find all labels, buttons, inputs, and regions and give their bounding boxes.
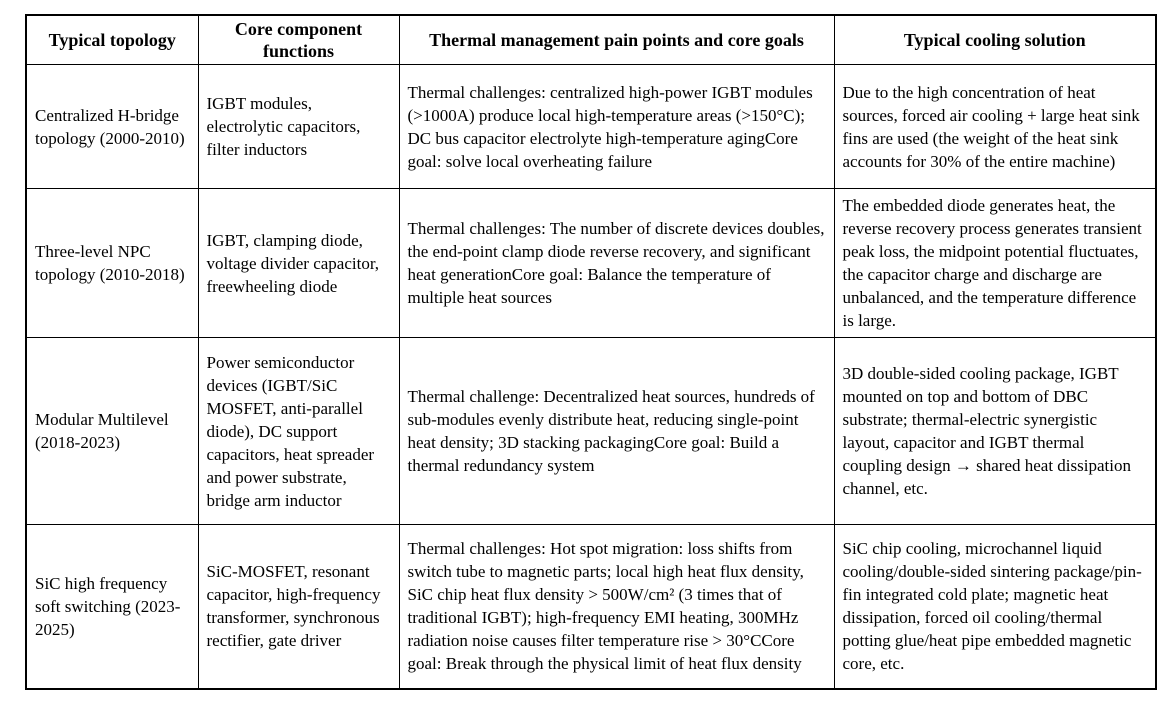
- topology-cooling-table-container: Typical topology Core component function…: [25, 14, 1157, 690]
- header-cell-thermal-pain-points: Thermal management pain points and core …: [398, 14, 835, 65]
- topology-cooling-table: Typical topology Core component function…: [25, 14, 1157, 690]
- cell-pain-points: Thermal challenges: The number of discre…: [398, 188, 835, 338]
- table-row-three-level-npc: Three-level NPC topology (2010-2018) IGB…: [25, 188, 1157, 338]
- header-cell-typical-cooling-solution: Typical cooling solution: [833, 14, 1157, 65]
- cell-pain-points: Thermal challenges: centralized high-pow…: [398, 64, 835, 189]
- cell-components: IGBT modules, electrolytic capacitors, f…: [197, 64, 400, 189]
- cell-topology: Three-level NPC topology (2010-2018): [25, 188, 199, 338]
- cell-pain-points: Thermal challenges: Hot spot migration: …: [398, 524, 835, 689]
- cell-topology: Centralized H-bridge topology (2000-2010…: [25, 64, 199, 189]
- header-cell-typical-topology: Typical topology: [25, 14, 199, 65]
- cell-cooling: Due to the high concentration of heat so…: [833, 64, 1157, 189]
- cell-components: SiC-MOSFET, resonant capacitor, high-fre…: [197, 524, 400, 689]
- cell-components: Power semiconductor devices (IGBT/SiC MO…: [197, 337, 400, 525]
- cell-cooling: 3D double-sided cooling package, IGBT mo…: [833, 337, 1157, 525]
- table-row-modular-multilevel: Modular Multilevel (2018-2023) Power sem…: [25, 337, 1157, 525]
- cell-topology: Modular Multilevel (2018-2023): [25, 337, 199, 525]
- table-row-sic-soft-switching: SiC high frequency soft switching (2023-…: [25, 524, 1157, 689]
- cell-cooling: The embedded diode generates heat, the r…: [833, 188, 1157, 338]
- header-row: Typical topology Core component function…: [25, 14, 1157, 65]
- cell-components: IGBT, clamping diode, voltage divider ca…: [197, 188, 400, 338]
- cell-topology: SiC high frequency soft switching (2023-…: [25, 524, 199, 689]
- table-row-centralized-h-bridge: Centralized H-bridge topology (2000-2010…: [25, 64, 1157, 189]
- cell-cooling: SiC chip cooling, microchannel liquid co…: [833, 524, 1157, 689]
- header-cell-core-component-functions: Core component functions: [197, 14, 400, 65]
- cell-pain-points: Thermal challenge: Decentralized heat so…: [398, 337, 835, 525]
